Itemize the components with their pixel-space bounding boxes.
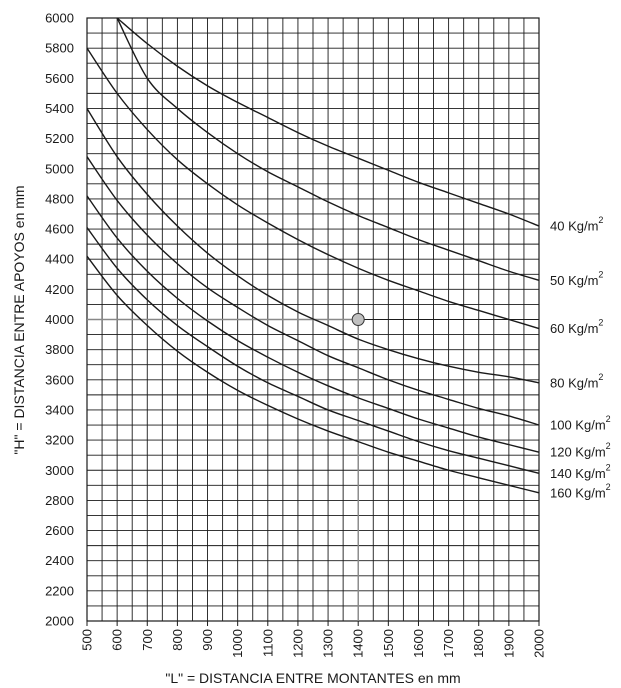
legend-label: 100 Kg/m2 [550,414,611,433]
y-tick-label: 2000 [45,614,74,629]
y-tick-labels: 2000 2200 2400 2600 2800 3000 3200 3400 3600 3800… [45,11,74,629]
x-tick-label: 1000 [230,629,245,658]
y-tick-label: 5200 [45,131,74,146]
x-axis-title: "L" = DISTANCIA ENTRE MONTANTES en mm [165,670,460,686]
y-tick-label: 3000 [45,463,74,478]
y-tick-label: 2400 [45,553,74,568]
curve-3 [86,47,540,330]
x-tick-label: 800 [170,629,185,651]
y-tick-label: 4800 [45,191,74,206]
curve-6 [86,195,540,453]
x-tick-label: 1200 [290,629,305,658]
legend-label: 160 Kg/m2 [550,482,611,501]
legend-label: 80 Kg/m2 [550,372,603,391]
x-tick-label: 1900 [501,629,516,658]
y-tick-label: 4200 [45,282,74,297]
x-tick-label: 1300 [321,629,336,658]
y-tick-label: 3200 [45,433,74,448]
y-tick-label: 5600 [45,71,74,86]
legend-label: 50 Kg/m2 [550,269,603,288]
x-tick-label: 500 [80,629,95,651]
y-tick-label: 5000 [45,161,74,176]
y-tick-label: 5800 [45,41,74,56]
x-tick-label: 900 [200,629,215,651]
y-tick-label: 4400 [45,252,74,267]
y-tick-label: 2800 [45,493,74,508]
x-tick-labels: 500 600 700 800 900 1000 1100 1200 1300 1400 1500 1… [80,621,547,658]
curve-7 [86,227,540,474]
y-tick-label: 6000 [45,11,74,26]
y-tick-label: 3400 [45,402,74,417]
marker-point [351,313,365,326]
x-tick-label: 1600 [411,629,426,658]
marker-layer [351,313,365,326]
curve-5 [86,156,540,426]
y-tick-label: 4000 [45,312,74,327]
legend-label: 140 Kg/m2 [550,462,611,481]
legend-label: 60 Kg/m2 [550,318,603,337]
load-curves [86,17,540,494]
x-tick-label: 2000 [532,629,547,658]
legend-label: 40 Kg/m2 [550,215,603,234]
y-tick-label: 3800 [45,342,74,357]
legend-labels: 40 Kg/m2 50 Kg/m2 60 Kg/m2 80 Kg/m2 100 Kg/m… [550,215,611,500]
x-tick-label: 1500 [381,629,396,658]
x-tick-label: 1100 [260,629,275,657]
curve-8 [86,255,540,494]
curve-2 [116,17,540,281]
curve-1 [116,17,540,227]
y-tick-label: 4600 [45,222,74,237]
y-tick-label: 5400 [45,101,74,116]
curve-4 [86,108,540,384]
y-axis-title: "H" = DISTANCIA ENTRE APOYOS en mm [11,185,27,454]
y-tick-label: 2600 [45,523,74,538]
x-tick-label: 1800 [471,629,486,658]
x-tick-label: 600 [110,629,125,651]
y-tick-label: 3600 [45,372,74,387]
legend-label: 120 Kg/m2 [550,441,611,460]
x-tick-label: 700 [140,629,155,651]
x-tick-label: 1700 [441,629,456,658]
y-tick-label: 2200 [45,583,74,598]
x-tick-label: 1400 [351,629,366,658]
